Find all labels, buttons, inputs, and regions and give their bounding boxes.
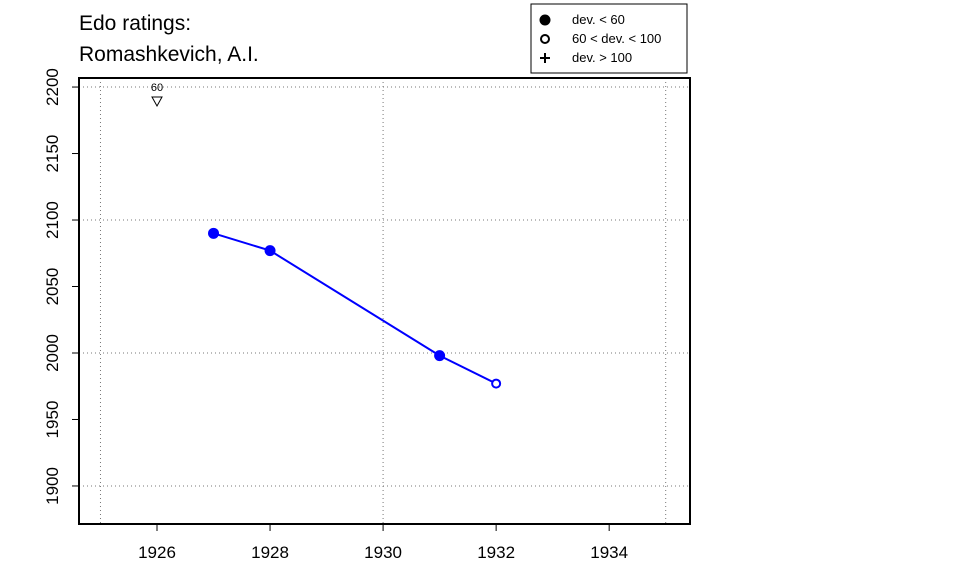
x-tick-label: 1934 — [590, 543, 628, 562]
y-tick-label: 2000 — [43, 334, 62, 372]
legend-label: dev. < 60 — [572, 12, 625, 27]
x-tick-label: 1926 — [138, 543, 176, 562]
legend-label: dev. > 100 — [572, 50, 632, 65]
x-tick-label: 1928 — [251, 543, 289, 562]
chart-subtitle: Romashkevich, A.I. — [79, 43, 259, 66]
marker-open — [491, 378, 502, 389]
x-tick-label: 1932 — [477, 543, 515, 562]
marker-plus — [540, 53, 550, 63]
marker-filled — [434, 350, 446, 362]
legend-box — [530, 3, 688, 74]
y-tick-label: 1900 — [43, 467, 62, 505]
legend-label: 60 < dev. < 100 — [572, 31, 661, 46]
off-scale-marker — [151, 96, 163, 108]
plot-frame — [78, 77, 691, 525]
marker-open — [540, 34, 550, 44]
line — [213, 232, 497, 385]
y-tick-label: 2100 — [43, 201, 62, 239]
y-tick-label: 2150 — [43, 135, 62, 173]
marker-filled — [264, 245, 276, 257]
annotation-label: 60 — [151, 82, 163, 94]
chart-title: Edo ratings: — [79, 12, 191, 35]
y-tick-label: 2050 — [43, 268, 62, 306]
marker-filled — [539, 14, 551, 26]
marker-filled — [208, 227, 220, 239]
y-tick-label: 2200 — [43, 68, 62, 106]
x-tick-label: 1930 — [364, 543, 402, 562]
y-tick-label: 1950 — [43, 401, 62, 439]
